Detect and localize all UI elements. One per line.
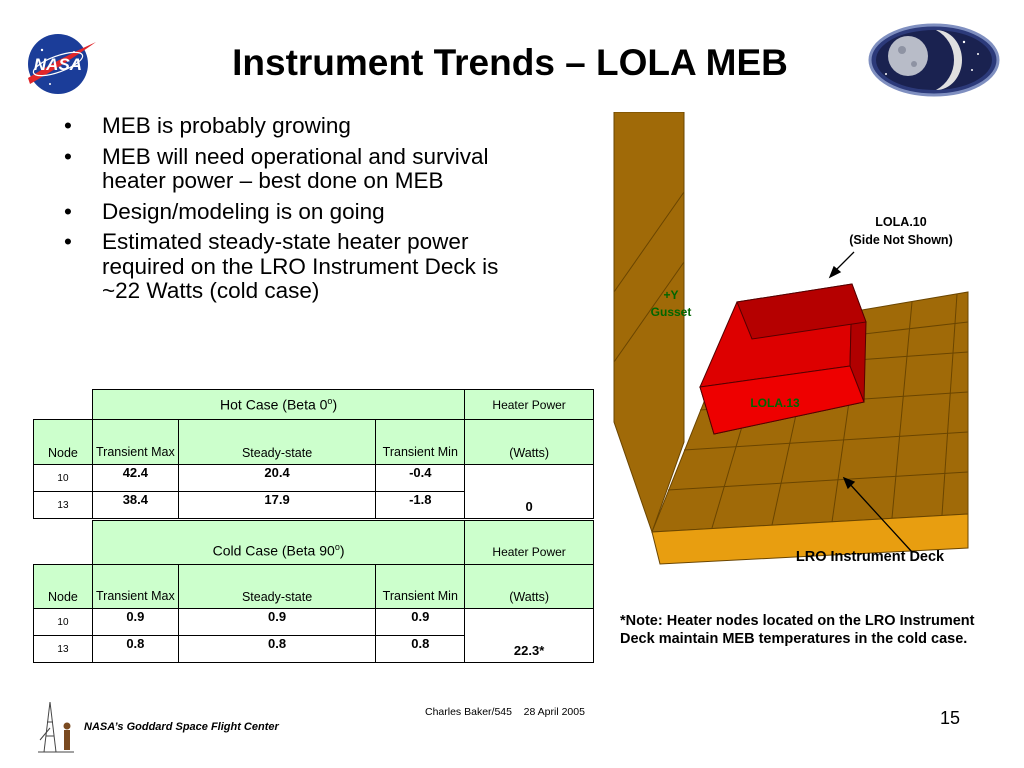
node-header: Node (33, 564, 93, 609)
transient-min-header: Transient Min (375, 419, 466, 465)
node-header: Node (33, 419, 93, 465)
bullet-item: • Estimated steady-state heater power req… (64, 229, 542, 304)
bullet-item: • MEB will need operational and survival … (64, 143, 502, 194)
transient-min-cell: 0.9 (375, 608, 466, 636)
bullet-list: • MEB is probably growing • MEB will need … (64, 113, 534, 310)
bullet-marker: • (64, 143, 72, 169)
lola13-label: LOLA.13 (750, 396, 800, 410)
heater-power-header: Heater Power (464, 520, 594, 565)
steady-state-cell: 17.9 (177, 491, 377, 519)
transient-min-header: Transient Min (375, 564, 466, 609)
steady-state-header: Steady-state (177, 564, 377, 609)
bullet-text: MEB is probably growing (102, 113, 351, 138)
transient-max-header: Transient Max (91, 564, 179, 609)
bullet-marker: • (64, 113, 72, 138)
gsfc-tower-icon (38, 701, 74, 753)
bullet-item: • MEB is probably growing (64, 113, 534, 139)
lola10-note: (Side Not Shown) (849, 233, 953, 247)
heater-value-cell: 0 (464, 464, 594, 519)
steady-state-cell: 0.9 (177, 608, 377, 636)
units-header: (Watts) (464, 419, 594, 465)
cold-case-title: Cold Case (Beta 90o) (91, 520, 466, 565)
transient-min-cell: 0.8 (375, 635, 466, 663)
steady-state-header: Steady-state (177, 419, 377, 465)
instrument-deck-diagram (613, 112, 969, 565)
moon-mission-logo-icon (868, 23, 1000, 97)
lola10-name: LOLA.10 (875, 215, 927, 229)
gusset-label: +Y Gusset (650, 288, 692, 319)
callout-arrows (828, 251, 913, 553)
slide-title: Instrument Trends – LOLA MEB (232, 42, 788, 83)
deck-label: LRO Instrument Deck (795, 549, 945, 565)
bullet-text: Estimated steady-state heater power requ… (102, 229, 499, 303)
hot-case-title: Hot Case (Beta 0o) (91, 389, 466, 420)
node-cell: 13 (33, 491, 93, 519)
cold-case-note: *Note: Heater nodes located on the LRO I… (620, 613, 975, 647)
steady-state-cell: 0.8 (177, 635, 377, 663)
footer-organization: NASA’s Goddard Space Flight Center (84, 721, 279, 733)
hot-case-table: Hot Case (Beta 0o) Heater Power Node Tra… (33, 389, 594, 519)
transient-max-cell: 0.8 (91, 635, 179, 663)
transient-max-cell: 38.4 (91, 491, 179, 519)
node-cell: 13 (33, 635, 93, 663)
bullet-text: Design/modeling is on going (102, 198, 385, 224)
table-corner (33, 520, 93, 565)
transient-max-header: Transient Max (91, 419, 179, 465)
node-cell: 10 (33, 464, 93, 492)
transient-min-cell: -0.4 (375, 464, 466, 492)
lola10-label: LOLA.10 (Side Not Shown) (826, 213, 976, 249)
bullet-text: MEB will need operational and survival h… (102, 143, 489, 193)
bullet-marker: • (64, 198, 72, 224)
heater-power-header: Heater Power (464, 389, 594, 420)
table-corner (33, 389, 93, 420)
nasa-logo-text: NASA (34, 55, 82, 74)
transient-max-cell: 0.9 (91, 608, 179, 636)
heater-value-cell: 22.3* (464, 608, 594, 663)
transient-max-cell: 42.4 (91, 464, 179, 492)
bullet-item: • Design/modeling is on going (64, 198, 534, 225)
units-header: (Watts) (464, 564, 594, 609)
steady-state-cell: 20.4 (177, 464, 377, 492)
page-number: 15 (940, 708, 961, 728)
bullet-marker: • (64, 229, 72, 254)
cold-case-table: Cold Case (Beta 90o) Heater Power Node T… (33, 520, 594, 663)
footer-author-date: Charles Baker/545 28 April 2005 (425, 706, 585, 718)
node-cell: 10 (33, 608, 93, 636)
transient-min-cell: -1.8 (375, 491, 466, 519)
nasa-meatball-icon: NASA (28, 34, 96, 94)
